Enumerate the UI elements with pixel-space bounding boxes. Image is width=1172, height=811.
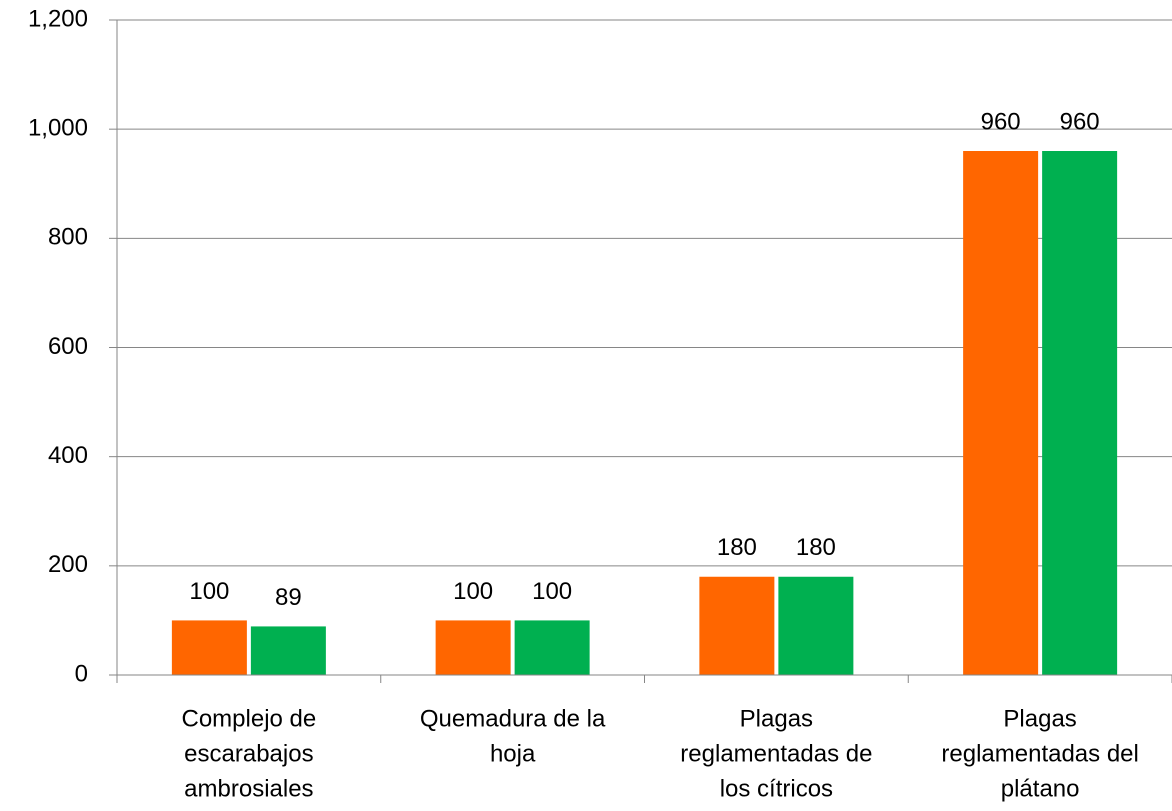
- value-label: 180: [717, 534, 757, 561]
- x-tick-label: Plagas: [1003, 705, 1076, 732]
- y-tick-label: 200: [48, 551, 88, 578]
- x-tick-label: Plagas: [740, 705, 813, 732]
- value-label: 100: [532, 578, 572, 605]
- bar: [963, 151, 1039, 675]
- bar: [1042, 151, 1118, 675]
- bar: [435, 620, 511, 675]
- y-tick-label: 0: [75, 660, 88, 687]
- value-label: 89: [275, 584, 302, 611]
- bar: [699, 576, 775, 675]
- y-tick-label: 1,200: [28, 5, 88, 32]
- x-tick-label: hoja: [490, 740, 536, 767]
- x-tick-label: reglamentadas de: [680, 740, 872, 767]
- value-label: 100: [453, 578, 493, 605]
- bar: [778, 576, 854, 675]
- value-label: 960: [1060, 108, 1100, 135]
- bar: [514, 620, 590, 675]
- x-tick-label: reglamentadas del: [941, 740, 1138, 767]
- x-tick-label: Complejo de: [182, 705, 317, 732]
- value-label: 960: [981, 108, 1021, 135]
- bar: [171, 620, 247, 675]
- x-tick-label: escarabajos: [184, 740, 313, 767]
- x-tick-label: los cítricos: [720, 775, 833, 802]
- x-tick-label: Quemadura de la: [420, 705, 606, 732]
- y-tick-label: 800: [48, 224, 88, 251]
- bar: [250, 626, 326, 675]
- y-tick-label: 1,000: [28, 115, 88, 142]
- value-label: 100: [189, 578, 229, 605]
- y-tick-label: 400: [48, 442, 88, 469]
- x-tick-label: plátano: [1001, 775, 1080, 802]
- value-label: 180: [796, 534, 836, 561]
- y-tick-label: 600: [48, 333, 88, 360]
- x-tick-label: ambrosiales: [184, 775, 313, 802]
